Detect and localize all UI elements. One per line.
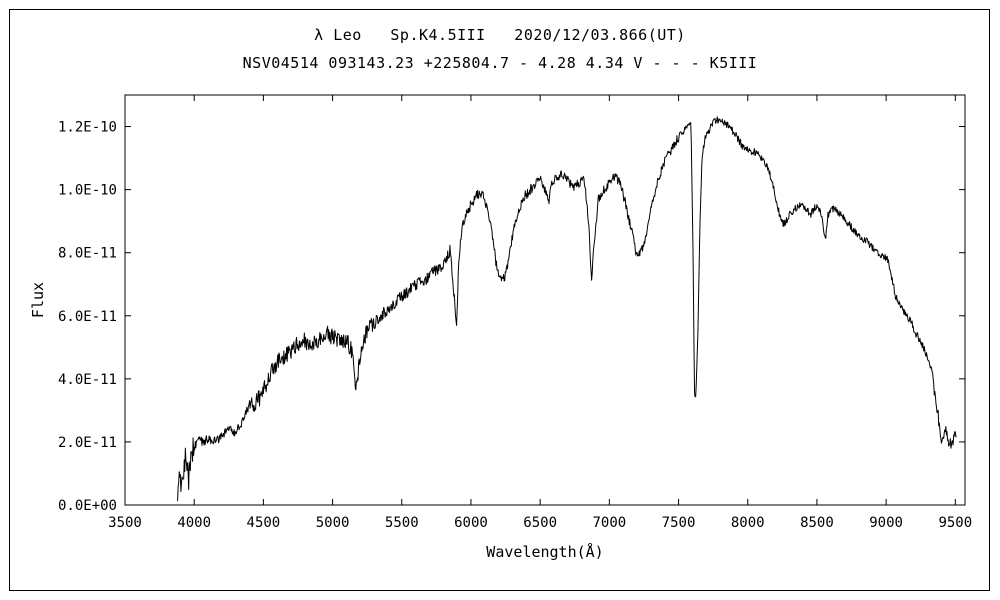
chart-subtitle: NSV04514 093143.23 +225804.7 - 4.28 4.34… bbox=[242, 54, 758, 72]
plot-frame bbox=[124, 94, 966, 506]
chart-title: λ Leo Sp.K4.5III 2020/12/03.866(UT) bbox=[314, 26, 686, 44]
y-tick-label: 1.0E-10 bbox=[58, 183, 117, 199]
y-tick-label: 0.0E+00 bbox=[58, 498, 117, 514]
x-tick-label: 4000 bbox=[177, 515, 211, 531]
x-tick-label: 8500 bbox=[800, 515, 834, 531]
x-tick-label: 7000 bbox=[592, 515, 626, 531]
x-tick-label: 3500 bbox=[108, 515, 142, 531]
x-tick-label: 9500 bbox=[938, 515, 972, 531]
y-tick-label: 6.0E-11 bbox=[58, 309, 117, 325]
x-tick-label: 5000 bbox=[316, 515, 350, 531]
x-tick-label: 6000 bbox=[454, 515, 488, 531]
x-tick-label: 5500 bbox=[385, 515, 419, 531]
x-axis-label: Wavelength(Å) bbox=[486, 543, 604, 561]
y-tick-label: 8.0E-11 bbox=[58, 246, 117, 262]
y-tick-label: 1.2E-10 bbox=[58, 120, 117, 136]
y-tick-label: 4.0E-11 bbox=[58, 372, 117, 388]
y-tick-label: 2.0E-11 bbox=[58, 435, 117, 451]
x-tick-label: 9000 bbox=[869, 515, 903, 531]
x-tick-label: 8000 bbox=[731, 515, 765, 531]
x-tick-label: 6500 bbox=[523, 515, 557, 531]
x-tick-label: 4500 bbox=[247, 515, 281, 531]
spectrum-line bbox=[177, 116, 957, 502]
x-tick-label: 7500 bbox=[662, 515, 696, 531]
